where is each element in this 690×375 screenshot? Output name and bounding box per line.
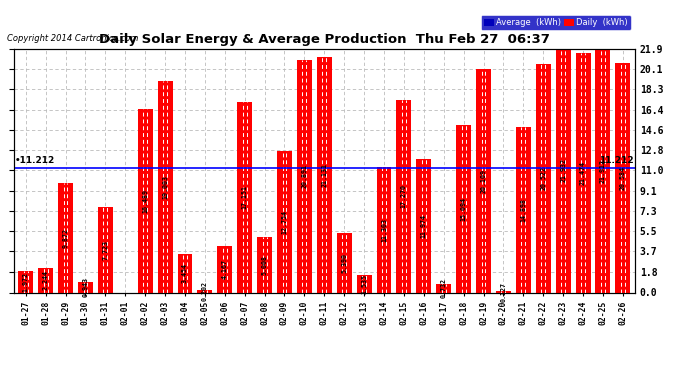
- Text: 20.109: 20.109: [480, 169, 486, 193]
- Text: 1.972: 1.972: [23, 272, 29, 291]
- Text: 11.303: 11.303: [381, 217, 387, 242]
- Bar: [138, 109, 152, 292]
- Bar: [476, 69, 491, 292]
- Bar: [58, 183, 73, 292]
- Text: 17.270: 17.270: [401, 184, 407, 209]
- Bar: [337, 232, 352, 292]
- Bar: [217, 246, 233, 292]
- Bar: [535, 64, 551, 292]
- Bar: [197, 290, 213, 292]
- Text: 0.943: 0.943: [82, 277, 88, 297]
- Bar: [555, 48, 571, 292]
- Bar: [416, 159, 431, 292]
- Text: 2.244: 2.244: [43, 270, 49, 290]
- Text: 3.454: 3.454: [182, 263, 188, 283]
- Bar: [575, 54, 591, 292]
- Text: 5.008: 5.008: [262, 255, 268, 274]
- Text: 5.390: 5.390: [341, 252, 347, 273]
- Bar: [595, 49, 611, 292]
- Text: 20.891: 20.891: [302, 164, 308, 188]
- Text: 0.202: 0.202: [202, 281, 208, 302]
- Text: 21.474: 21.474: [580, 161, 586, 185]
- Bar: [357, 275, 372, 292]
- Text: 9.872: 9.872: [63, 228, 68, 248]
- Bar: [615, 63, 631, 292]
- Bar: [98, 207, 113, 292]
- Bar: [456, 124, 471, 292]
- Bar: [317, 57, 332, 292]
- Title: Daily Solar Energy & Average Production  Thu Feb 27  06:37: Daily Solar Energy & Average Production …: [99, 33, 550, 46]
- Bar: [157, 81, 172, 292]
- Text: 7.723: 7.723: [102, 240, 108, 260]
- Bar: [38, 267, 53, 292]
- Bar: [436, 284, 451, 292]
- Bar: [277, 150, 292, 292]
- Text: 17.151: 17.151: [241, 185, 248, 209]
- Text: 1.535: 1.535: [361, 274, 367, 294]
- Text: 20.584: 20.584: [620, 166, 626, 190]
- Text: 14.898: 14.898: [520, 198, 526, 222]
- Bar: [397, 100, 411, 292]
- Text: 11.974: 11.974: [421, 214, 427, 238]
- Bar: [297, 60, 312, 292]
- Text: •11.212: •11.212: [14, 156, 55, 165]
- Text: 16.489: 16.489: [142, 189, 148, 213]
- Text: 4.167: 4.167: [221, 259, 228, 279]
- Bar: [177, 254, 193, 292]
- Bar: [257, 237, 272, 292]
- Text: Copyright 2014 Cartronics.com: Copyright 2014 Cartronics.com: [7, 34, 138, 43]
- Text: 21.932: 21.932: [560, 159, 566, 183]
- Text: 15.094: 15.094: [461, 196, 466, 220]
- Bar: [496, 291, 511, 292]
- Text: 12.754: 12.754: [282, 210, 288, 234]
- Text: 21.912: 21.912: [600, 159, 606, 183]
- Text: 11.212: 11.212: [599, 156, 634, 165]
- Text: 0.732: 0.732: [441, 278, 446, 298]
- Bar: [377, 167, 391, 292]
- Text: 0.127: 0.127: [500, 282, 506, 302]
- Bar: [78, 282, 93, 292]
- Text: 19.003: 19.003: [162, 175, 168, 199]
- Bar: [18, 270, 33, 292]
- Legend: Average  (kWh), Daily  (kWh): Average (kWh), Daily (kWh): [481, 15, 631, 30]
- Text: 20.522: 20.522: [540, 166, 546, 190]
- Bar: [237, 102, 252, 292]
- Bar: [516, 127, 531, 292]
- Text: 21.131: 21.131: [322, 163, 327, 187]
